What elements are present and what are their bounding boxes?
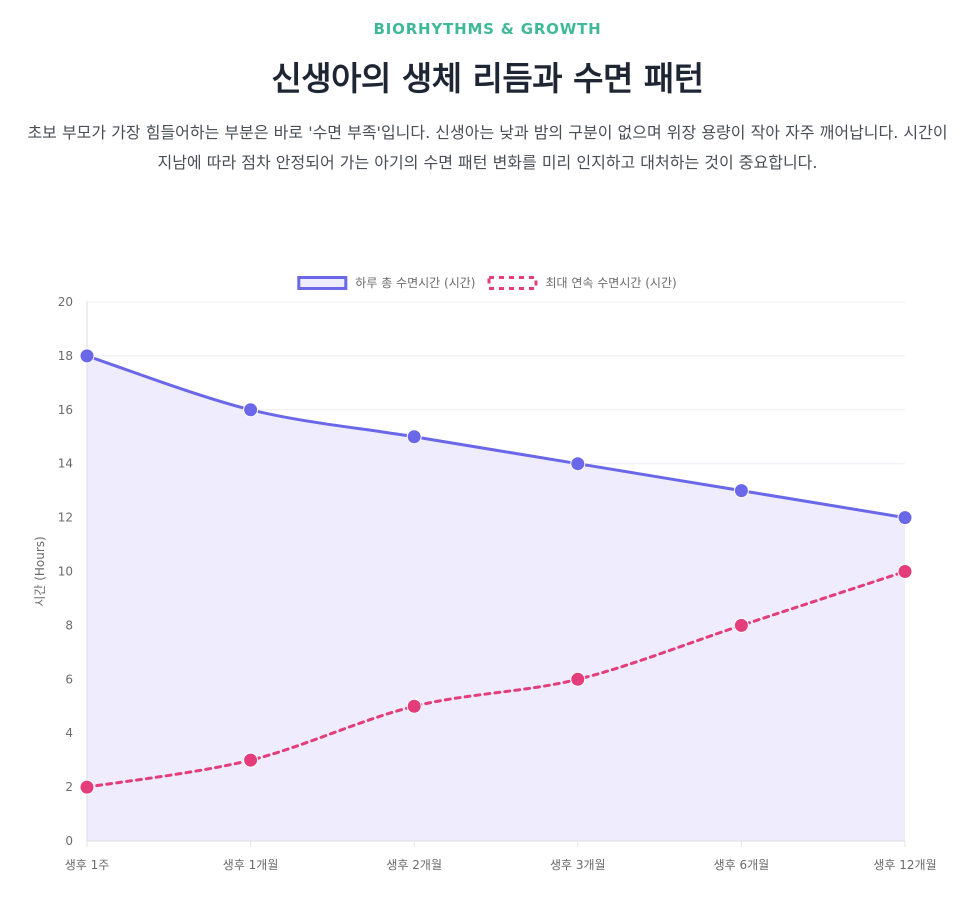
x-tick-label: 생후 1주 [65,858,110,872]
series-1-point[interactable] [897,510,913,526]
series-1-point[interactable] [79,348,95,364]
eyebrow-label: BIORHYTHMS & GROWTH [373,20,602,38]
x-tick-label: 생후 1개월 [223,858,279,872]
legend-item-1[interactable]: 하루 총 수면시간 (시간) [297,276,476,290]
y-tick-label: 14 [58,457,73,471]
series-2-point[interactable] [243,752,259,768]
page-title: 신생아의 생체 리듬과 수면 패턴 [271,59,704,98]
y-axis-title: 시간 (Hours) [33,536,47,606]
y-tick-label: 18 [58,349,73,363]
legend: 하루 총 수면시간 (시간) 최대 연속 수면시간 (시간) [297,276,677,290]
x-tick-label: 생후 2개월 [386,858,442,872]
x-tick-label: 생후 12개월 [873,858,936,872]
legend-label: 하루 총 수면시간 (시간) [355,276,475,290]
series-1-point[interactable] [733,483,749,499]
series-2-point[interactable] [733,617,749,633]
series-2-point[interactable] [406,698,422,714]
sleep-pattern-chart: 0 2 4 6 8 10 12 14 16 18 20 시간 (Hours) 생후 1주 생후 1개월 생후… [33,276,937,872]
series-1-point[interactable] [406,429,422,445]
series-2-point[interactable] [897,564,913,579]
page-description: 초보 부모가 가장 힘들어하는 부분은 바로 '수면 부족'입니다. 신생아는 … [27,123,948,172]
series-1-point[interactable] [243,402,259,418]
y-tick-label: 0 [65,834,73,848]
y-tick-label: 2 [65,780,73,794]
series-2-point[interactable] [79,779,95,795]
y-tick-label: 6 [65,672,73,686]
legend-swatch [297,276,348,290]
y-tick-label: 12 [58,511,73,525]
chart-container: 0 2 4 6 8 10 12 14 16 18 20 시간 (Hours) 생후 1주 생후 1개월 생후… [0,255,975,895]
x-tick-label: 생후 3개월 [550,858,606,872]
y-tick-label: 8 [65,618,73,632]
series-1-line [85,354,907,520]
y-tick-label: 10 [58,565,73,579]
series-2-line [85,570,907,789]
series-2-point[interactable] [570,671,586,687]
legend-label: 최대 연속 수면시간 (시간) [545,276,676,290]
y-tick-label: 4 [65,726,73,740]
legend-item-2[interactable]: 최대 연속 수면시간 (시간) [487,276,677,290]
series-1-point[interactable] [570,456,586,472]
y-tick-label: 16 [58,403,73,417]
series-1-area [87,355,905,841]
legend-swatch [487,276,538,290]
y-tick-label: 20 [58,295,73,309]
x-tick-label: 생후 6개월 [714,858,770,872]
